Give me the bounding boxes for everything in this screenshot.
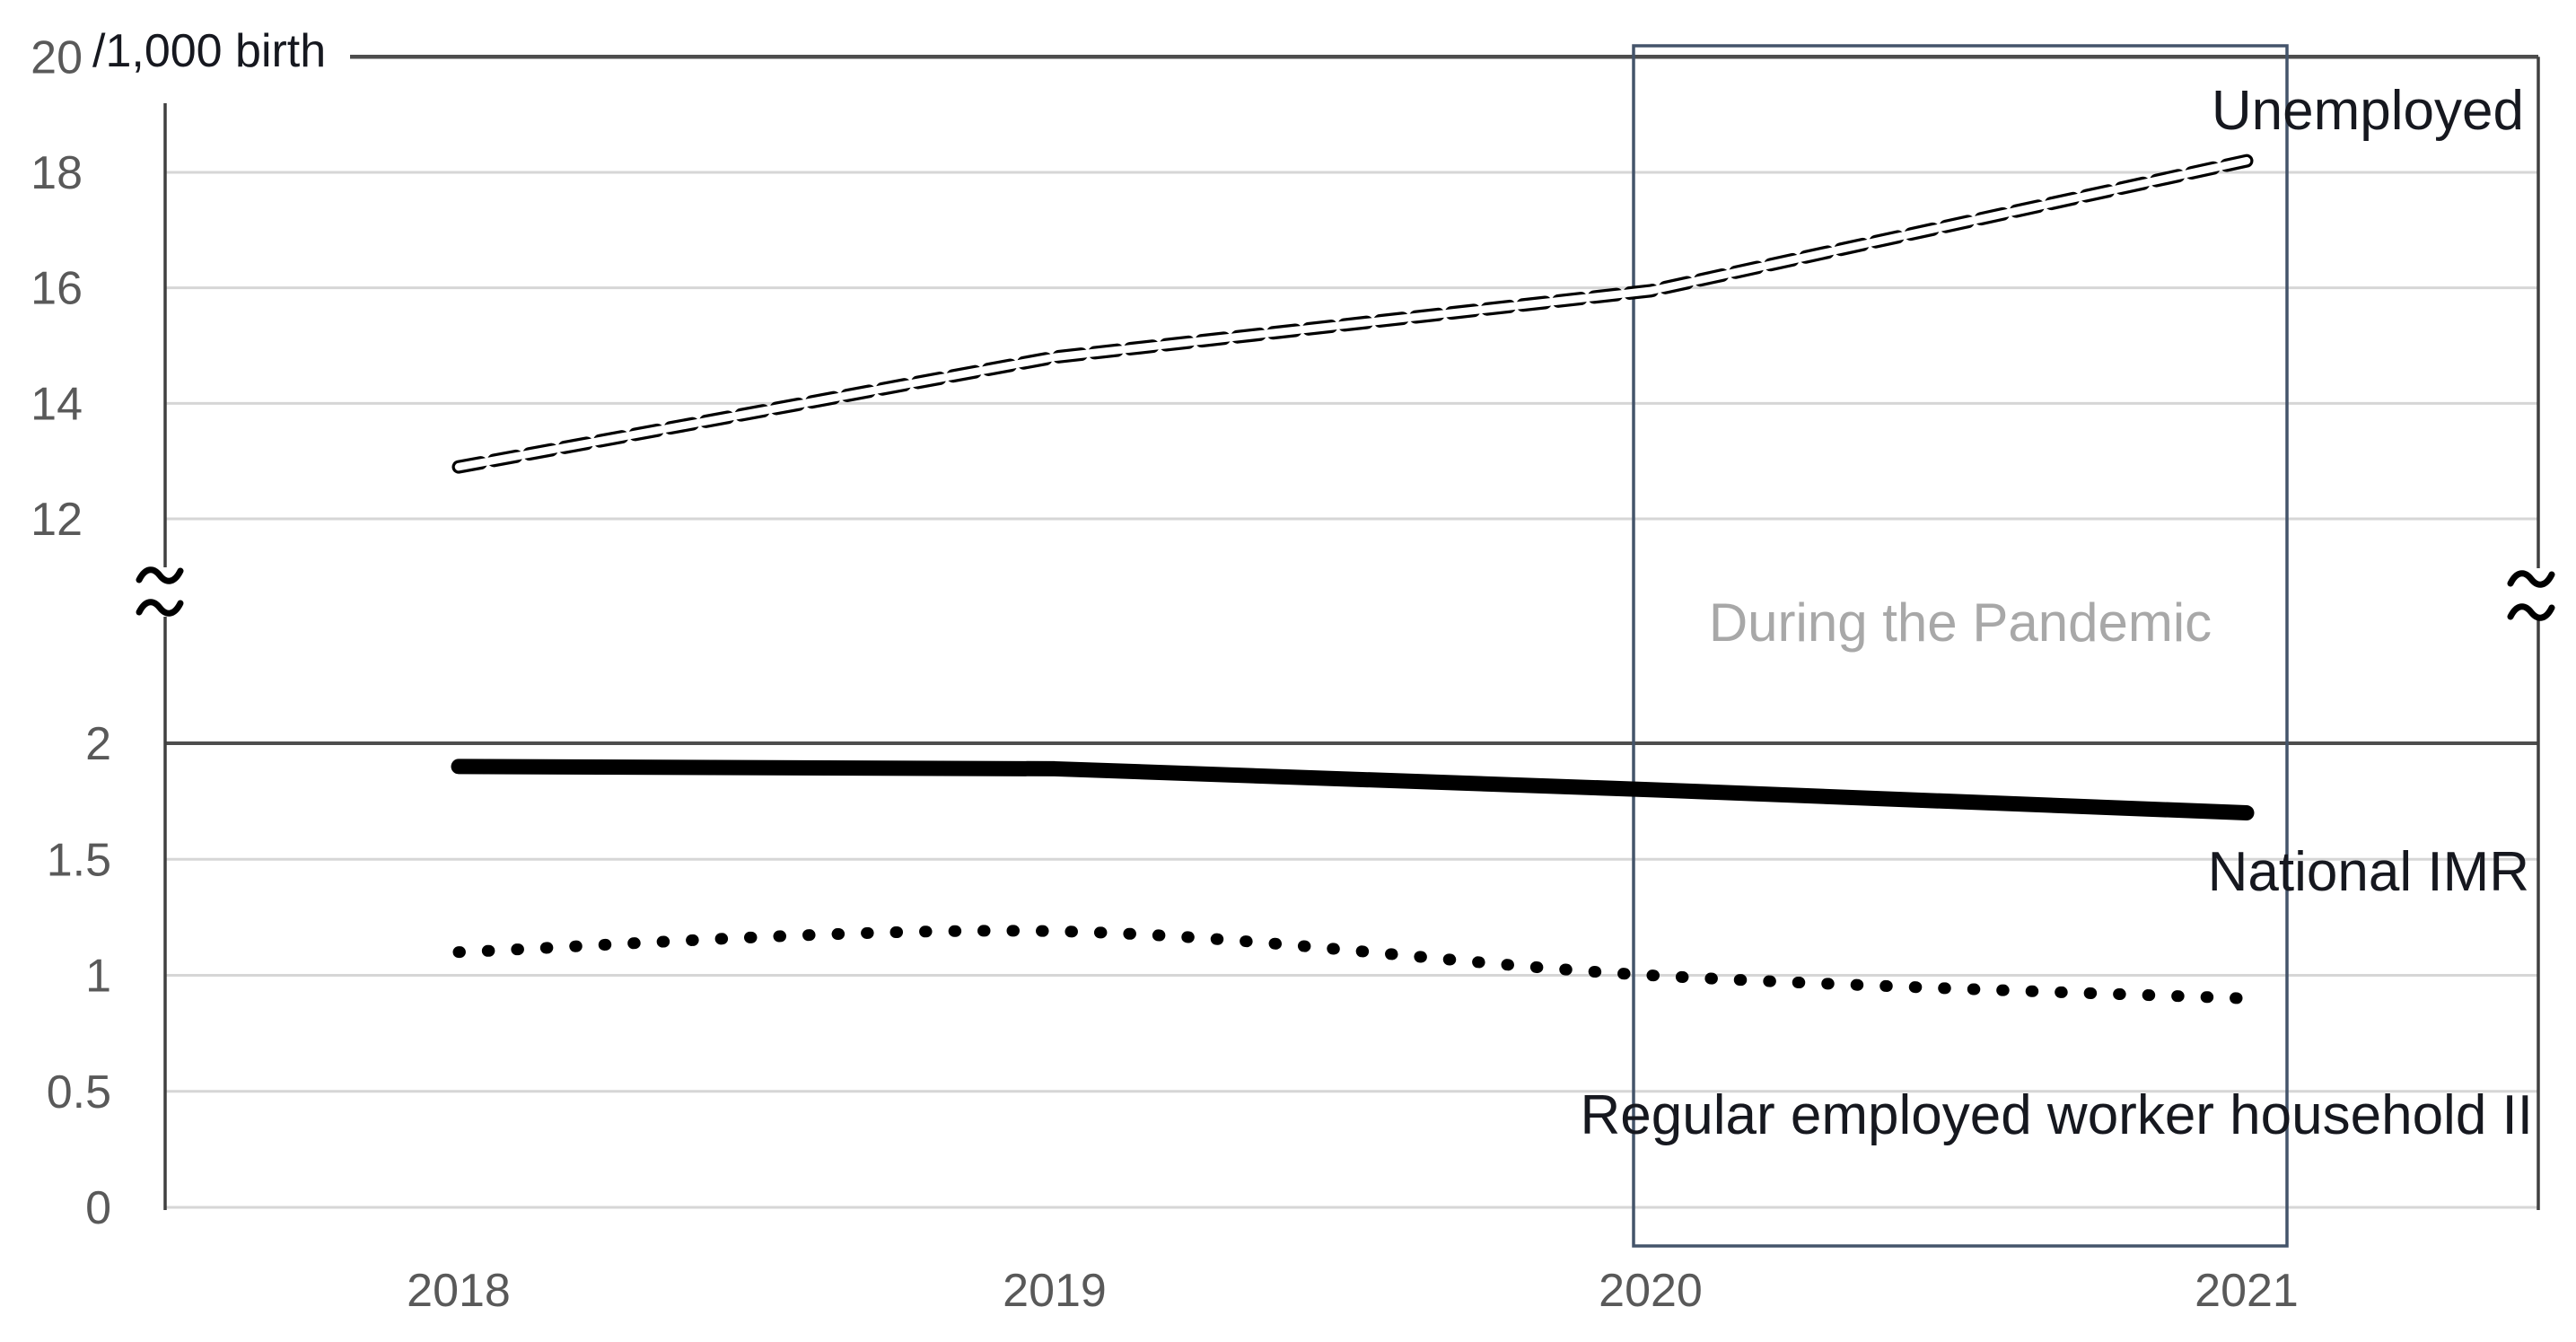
x-tick-2019: 2019 [1003, 1265, 1107, 1317]
y-tick-upper-18: 18 [31, 147, 83, 199]
y-tick-lower-0: 0 [85, 1182, 111, 1234]
pandemic-annotation-label: During the Pandemic [1709, 592, 2212, 653]
y-tick-lower-1.5: 1.5 [47, 834, 111, 886]
series-line-regular-employed-dotted [452, 925, 2253, 1004]
series-label-regular-employed: Regular employed worker household II [1581, 1084, 2533, 1146]
gridlines-layer [165, 55, 2538, 1209]
series-line-unemployed-core [454, 156, 2251, 471]
y-tick-upper-16: 16 [31, 263, 83, 315]
y-tick-lower-2: 2 [85, 718, 111, 770]
x-tick-2021: 2021 [2195, 1265, 2299, 1317]
series-label-unemployed: Unemployed [2212, 80, 2524, 142]
axis-break-squiggle-3 [2507, 603, 2555, 621]
y-tick-upper-12: 12 [31, 494, 83, 546]
axis-break-squiggle-0 [136, 566, 184, 584]
x-tick-2018: 2018 [407, 1265, 511, 1317]
x-tick-2020: 2020 [1599, 1265, 1703, 1317]
y-tick-lower-0.5: 0.5 [47, 1066, 111, 1118]
series-layer [451, 153, 2255, 1004]
axis-break-squiggle-2 [2507, 570, 2555, 588]
y-tick-upper-14: 14 [31, 378, 83, 430]
y-tick-lower-1: 1 [85, 951, 111, 1003]
pandemic-period-box [1632, 44, 2289, 1248]
pandemic-box-layer [1632, 44, 2289, 1248]
y-tick-upper-20: 20 [31, 31, 83, 83]
series-label-national-imr: National IMR [2208, 841, 2529, 903]
series-line-national-imr [451, 759, 2255, 821]
y-axis-unit-label: /1,000 birth [92, 25, 326, 77]
axis-break-squiggle-1 [136, 599, 184, 617]
axes-layer [136, 57, 2555, 1210]
